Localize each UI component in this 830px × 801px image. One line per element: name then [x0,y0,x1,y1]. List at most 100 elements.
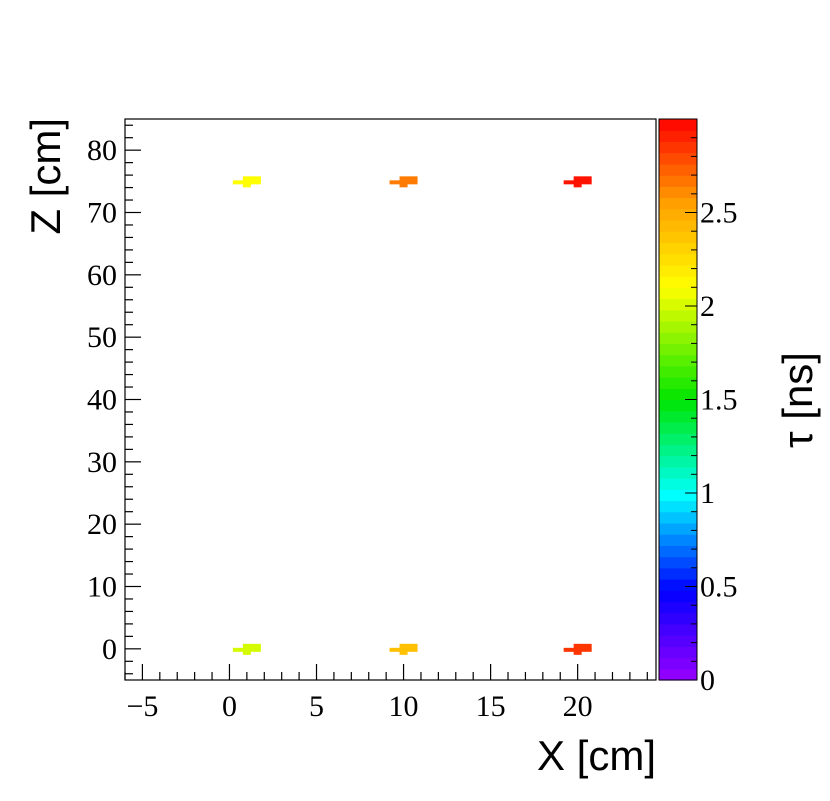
colorbar-title: τ [ns] [774,352,821,448]
y-tick-label: 30 [87,446,117,479]
z-tick-label: 1.5 [700,384,738,417]
x-tick-label: 0 [222,690,237,723]
colorbar-band [659,657,697,670]
colorbar-band [659,545,697,558]
colorbar-band [659,522,697,535]
x-tick-label: 15 [476,690,506,723]
y-tick-label: 10 [87,571,117,604]
colorbar-band [659,612,697,625]
colorbar-band [659,208,697,221]
marker-bin [242,650,251,655]
marker-bin [399,643,418,649]
colorbar-band [659,489,697,502]
colorbar-band [659,163,697,176]
marker-bin [242,183,251,188]
colorbar-band [659,175,697,187]
y-tick-label: 0 [102,633,117,666]
colorbar-band [659,354,697,367]
colorbar-band [659,287,697,300]
data-markers [232,176,592,655]
marker-bin [399,650,408,655]
colorbar-band [659,219,697,232]
y-tick-label: 70 [87,197,117,230]
colorbar-band [659,141,697,154]
colorbar-band [659,264,697,277]
colorbar-band [659,635,697,647]
colorbar-band [659,197,697,210]
y-tick-label: 40 [87,384,117,417]
colorbar-band [659,388,697,401]
data-marker [232,643,261,655]
colorbar-band [659,365,697,378]
data-marker [389,176,418,188]
colorbar-band [659,377,697,389]
colorbar-band [659,253,697,266]
x-axis-title: X [cm] [537,732,656,779]
colorbar-band [659,186,697,199]
colorbar-band [659,500,697,513]
x-tick-label: −5 [126,690,158,723]
y-tick-label: 60 [87,259,117,292]
marker-bin [573,176,592,182]
x-tick-label: 20 [563,690,593,723]
y-tick-label: 20 [87,508,117,541]
marker-bin [573,643,592,649]
y-tick-label: 50 [87,321,117,354]
colorbar-band [659,276,697,288]
marker-bin [563,647,592,652]
marker-bin [573,183,582,188]
colorbar-band [659,534,697,546]
colorbar-band [659,590,697,603]
marker-bin [399,183,408,188]
x-tick-label: 5 [309,690,324,723]
x-tick-label: 10 [389,690,419,723]
plot-frame [124,118,657,681]
colorbar-band [659,556,697,569]
colorbar-band [659,410,697,423]
x-axis-ticks: −5 0 5 10 15 20 [124,664,648,723]
colorbar [658,118,698,681]
marker-bin [232,180,261,185]
z-tick-label: 0 [700,664,715,697]
colorbar-band [659,130,697,143]
marker-bin [563,180,592,185]
data-marker [563,643,592,655]
marker-bin [389,647,418,652]
z-tick-label: 0.5 [700,571,738,604]
colorbar-band [659,668,697,681]
marker-bin [399,176,418,182]
colorbar-band [659,320,697,333]
y-axis-ticks: 0 10 20 30 40 50 60 70 80 [87,124,141,675]
colorbar-band [659,646,697,659]
data-marker [389,643,418,655]
colorbar-band [659,444,697,457]
marker-bin [389,180,418,185]
y-tick-label: 80 [87,134,117,167]
colorbar-band [659,421,697,434]
colorbar-band [659,152,697,165]
colorbar-band [659,567,697,580]
colorbar-band [659,623,697,636]
z-tick-label: 1 [700,477,715,510]
z-tick-label: 2 [700,290,715,323]
colorbar-band [659,601,697,614]
colorbar-band [659,399,697,412]
marker-bin [232,647,261,652]
colorbar-band [659,478,697,490]
data-marker [563,176,592,188]
colorbar-band [659,231,697,244]
colorbar-band [659,343,697,356]
colorbar-band [659,433,697,445]
colorbar-band [659,298,697,311]
colorbar-band [659,466,697,479]
colorbar-band [659,332,697,344]
data-marker [232,176,261,188]
colorbar-band [659,119,697,131]
y-axis-title: Z [cm] [22,118,69,235]
colorbar-band [659,579,697,591]
colorbar-band [659,511,697,524]
colorbar-band [659,455,697,468]
colorbar-band [659,309,697,322]
z-tick-label: 2.5 [700,197,738,230]
